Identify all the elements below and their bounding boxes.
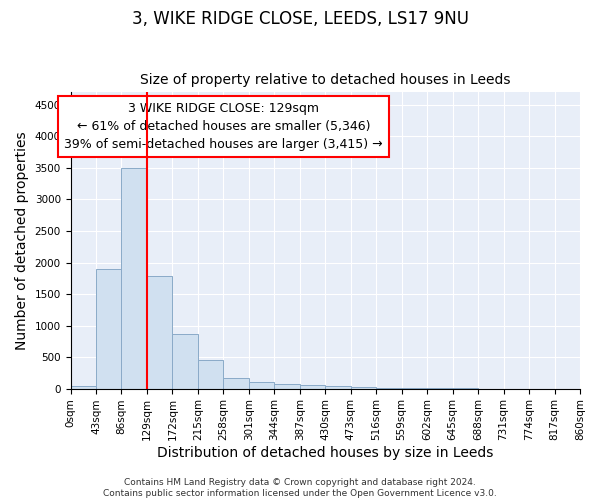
- Bar: [172, 334, 198, 388]
- Title: Size of property relative to detached houses in Leeds: Size of property relative to detached ho…: [140, 73, 511, 87]
- Text: 3 WIKE RIDGE CLOSE: 129sqm
← 61% of detached houses are smaller (5,346)
39% of s: 3 WIKE RIDGE CLOSE: 129sqm ← 61% of deta…: [64, 102, 383, 151]
- Bar: [300, 385, 325, 388]
- Bar: [121, 168, 147, 388]
- Bar: [249, 382, 274, 388]
- Text: Contains HM Land Registry data © Crown copyright and database right 2024.
Contai: Contains HM Land Registry data © Crown c…: [103, 478, 497, 498]
- Bar: [325, 386, 351, 388]
- Y-axis label: Number of detached properties: Number of detached properties: [15, 131, 29, 350]
- Bar: [96, 269, 121, 388]
- Bar: [274, 384, 300, 388]
- Bar: [147, 276, 172, 388]
- Text: 3, WIKE RIDGE CLOSE, LEEDS, LS17 9NU: 3, WIKE RIDGE CLOSE, LEEDS, LS17 9NU: [131, 10, 469, 28]
- Bar: [71, 386, 96, 388]
- X-axis label: Distribution of detached houses by size in Leeds: Distribution of detached houses by size …: [157, 446, 493, 460]
- Bar: [223, 378, 249, 388]
- Bar: [198, 360, 223, 388]
